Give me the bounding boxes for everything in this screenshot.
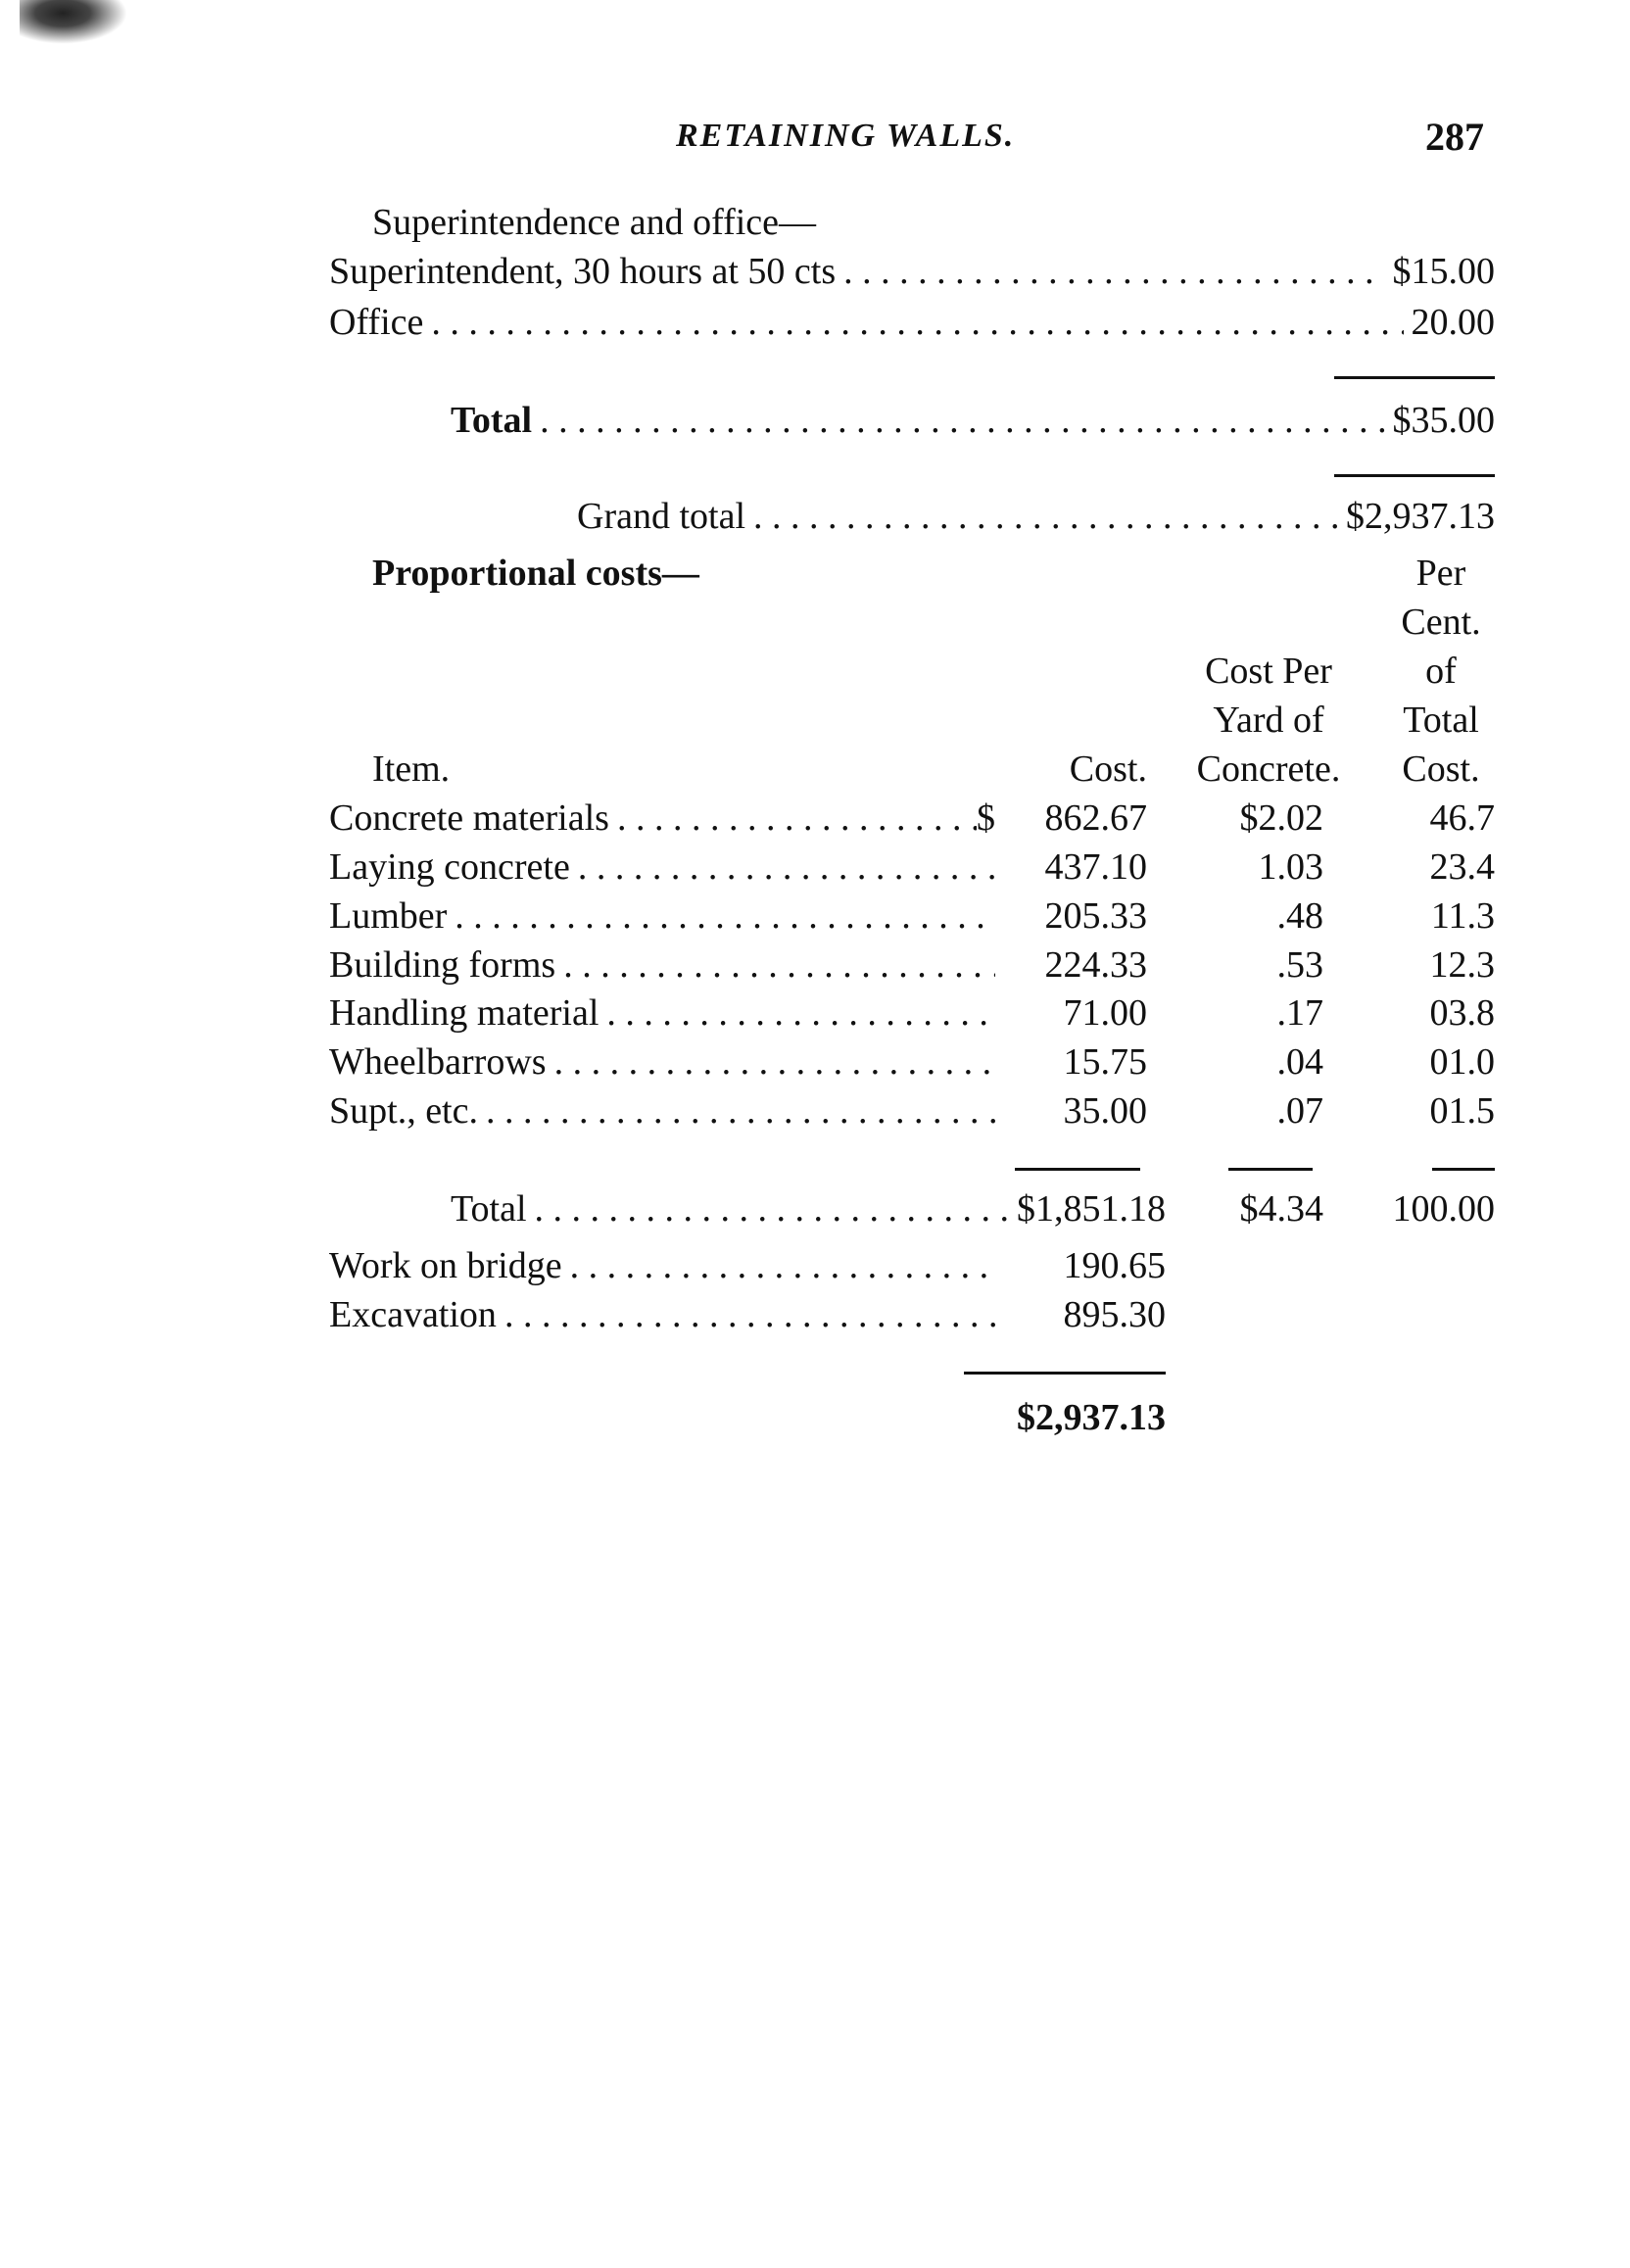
dot-leader <box>504 1296 995 1333</box>
col-header-cost: Cost. <box>1069 748 1147 790</box>
cost-cell: 224.33 <box>1044 944 1148 986</box>
extra-row: Work on bridge <box>329 1247 995 1284</box>
per-yard-cell: .07 <box>1276 1090 1324 1132</box>
total-label: Total <box>451 1188 527 1230</box>
dot-leader <box>535 1190 1017 1228</box>
table-row: Building forms <box>329 946 995 984</box>
percent-cell: 23.4 <box>1429 846 1496 888</box>
dot-leader <box>563 946 995 984</box>
rule <box>1015 1168 1140 1171</box>
row-label: Grand total <box>577 496 746 537</box>
percent-cell: 46.7 <box>1429 797 1496 839</box>
superintendent-row: Superintendent, 30 hours at 50 cts $15.0… <box>329 253 1495 290</box>
rule <box>1228 1168 1313 1171</box>
cost-cell: 862.67 <box>1044 797 1148 839</box>
table-row: Laying concrete <box>329 848 995 886</box>
rule <box>1432 1168 1495 1171</box>
per-yard-cell: 1.03 <box>1258 846 1324 888</box>
running-title: RETAINING WALLS. <box>676 118 1016 154</box>
per-yard-cell: .48 <box>1276 895 1324 937</box>
per-yard-cell: $2.02 <box>1239 797 1324 839</box>
cost-cell: 205.33 <box>1044 895 1148 937</box>
cost-cell: 35.00 <box>1063 1090 1148 1132</box>
extra-row: Excavation <box>329 1296 995 1333</box>
cost-cell: 71.00 <box>1063 992 1148 1034</box>
row-label: Superintendent, 30 hours at 50 cts <box>329 251 837 292</box>
dot-leader <box>540 402 1384 439</box>
total-per-yard: $4.34 <box>1239 1188 1324 1230</box>
grand-total-row: Grand total $2,937.13 <box>577 498 1495 535</box>
percent-cell: 03.8 <box>1429 992 1496 1034</box>
rule <box>964 1372 1166 1375</box>
col-header-per-yard: Cost Per <box>1205 651 1332 692</box>
dot-leader <box>843 253 1384 290</box>
page-number: 287 <box>1425 115 1484 159</box>
row-value: 20.00 <box>1411 302 1496 343</box>
total-cost: $1,851.18 <box>1017 1188 1166 1230</box>
dot-leader <box>431 304 1403 341</box>
col-header-percent: Total <box>1403 700 1479 741</box>
total-percent: 100.00 <box>1392 1188 1496 1230</box>
ink-smudge <box>20 0 127 44</box>
col-header-percent: Per <box>1415 553 1466 594</box>
superintendence-heading: Superintendence and office— <box>372 202 817 243</box>
superintendence-total-row: Total $35.00 <box>451 402 1495 439</box>
row-value: $2,937.13 <box>1346 496 1495 537</box>
item-label: Handling material <box>329 992 599 1034</box>
item-label: Supt., etc. <box>329 1090 478 1132</box>
cost-cell: 15.75 <box>1063 1041 1148 1083</box>
row-value: $35.00 <box>1392 400 1496 441</box>
col-header-percent: of <box>1425 651 1457 692</box>
row-label: Total <box>451 400 533 441</box>
item-label: Wheelbarrows <box>329 1041 547 1083</box>
col-header-percent: Cent. <box>1401 602 1481 643</box>
office-row: Office 20.00 <box>329 304 1495 341</box>
percent-cell: 01.0 <box>1429 1041 1496 1083</box>
col-header-per-yard: Yard of <box>1213 700 1324 741</box>
table-row: Wheelbarrows <box>329 1043 995 1081</box>
col-header-item: Item. <box>372 748 451 790</box>
percent-cell: 01.5 <box>1429 1090 1496 1132</box>
dot-leader <box>606 994 995 1032</box>
dot-leader <box>486 1092 995 1130</box>
per-yard-cell: .04 <box>1276 1041 1324 1083</box>
percent-cell: 12.3 <box>1429 944 1496 986</box>
row-label: Office <box>329 302 424 343</box>
table-row: Handling material <box>329 994 995 1032</box>
dot-leader <box>578 848 995 886</box>
row-value: $15.00 <box>1392 251 1496 292</box>
rule <box>1334 474 1495 477</box>
item-label: Concrete materials <box>329 797 609 839</box>
dot-leader <box>455 897 995 935</box>
cost-cell: 895.30 <box>1063 1294 1167 1335</box>
per-yard-cell: .17 <box>1276 992 1324 1034</box>
table-row: Concrete materials $ <box>329 799 995 837</box>
item-label: Lumber <box>329 895 448 937</box>
dot-leader <box>753 498 1346 535</box>
final-total: $2,937.13 <box>1017 1397 1166 1438</box>
table-row: Lumber <box>329 897 995 935</box>
cost-cell: 437.10 <box>1044 846 1148 888</box>
item-label: Laying concrete <box>329 846 570 888</box>
per-yard-cell: .53 <box>1276 944 1324 986</box>
proportional-heading: Proportional costs— <box>372 553 699 594</box>
dot-leader <box>617 799 977 837</box>
item-label: Work on bridge <box>329 1245 562 1286</box>
currency-symbol: $ <box>977 797 995 839</box>
col-header-percent: Cost. <box>1402 748 1480 790</box>
table-row: Supt., etc. <box>329 1092 995 1130</box>
percent-cell: 11.3 <box>1430 895 1495 937</box>
dot-leader <box>554 1043 995 1081</box>
col-header-per-yard: Concrete. <box>1196 748 1341 790</box>
cost-cell: 190.65 <box>1063 1245 1167 1286</box>
rule <box>1334 376 1495 379</box>
total-row: Total $1,851.18 <box>451 1190 1166 1228</box>
item-label: Building forms <box>329 944 556 986</box>
dot-leader <box>570 1247 995 1284</box>
item-label: Excavation <box>329 1294 497 1335</box>
